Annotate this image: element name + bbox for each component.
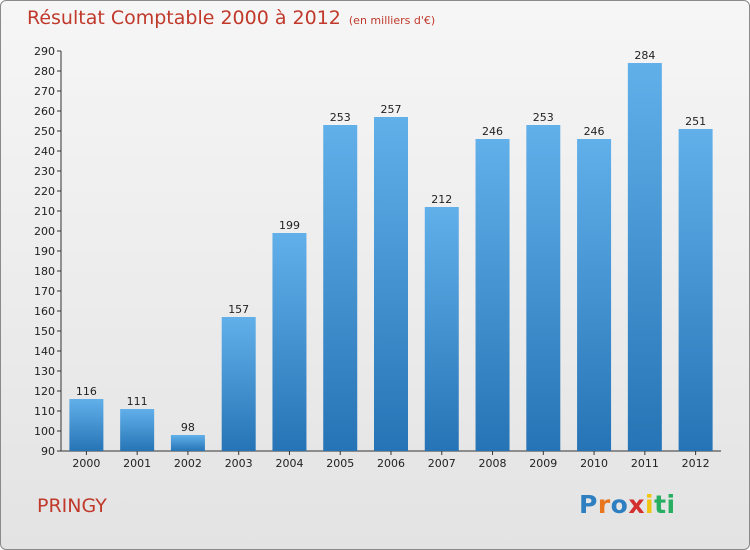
commune-name: PRINGY — [37, 495, 107, 517]
y-tick-label: 180 — [34, 265, 55, 278]
y-tick-label: 150 — [34, 325, 55, 338]
bar-2009 — [526, 125, 561, 451]
logo-letter: i — [645, 490, 655, 519]
bar-value-label: 253 — [533, 111, 554, 124]
bar-value-label: 212 — [431, 193, 452, 206]
chart-unit-text: (en milliers d'€) — [348, 14, 436, 27]
x-tick-label: 2004 — [275, 457, 303, 470]
bar-2007 — [424, 207, 459, 451]
bar-value-label: 199 — [279, 219, 300, 232]
y-tick-label: 130 — [34, 365, 55, 378]
x-tick-label: 2010 — [580, 457, 608, 470]
x-tick-label: 2005 — [326, 457, 354, 470]
bar-value-label: 157 — [228, 303, 249, 316]
bar-value-label: 246 — [482, 125, 503, 138]
y-tick-label: 170 — [34, 285, 55, 298]
y-tick-label: 190 — [34, 245, 55, 258]
logo-letter: o — [610, 490, 629, 519]
bar-2005 — [323, 125, 358, 451]
y-tick-label: 280 — [34, 65, 55, 78]
x-tick-label: 2011 — [631, 457, 659, 470]
logo-letter: x — [628, 490, 645, 519]
bar-2006 — [374, 117, 408, 451]
chart-title: Résultat Comptable 2000 à 2012 (en millie… — [27, 7, 435, 29]
bar-2010 — [577, 139, 612, 451]
x-tick-label: 2003 — [225, 457, 253, 470]
x-tick-label: 2000 — [72, 457, 100, 470]
x-tick-label: 2001 — [123, 457, 151, 470]
y-tick-label: 100 — [34, 425, 55, 438]
logo-letter: t — [654, 490, 667, 519]
y-tick-label: 140 — [34, 345, 55, 358]
y-tick-label: 270 — [34, 85, 55, 98]
x-axis: 2000 2001 2002 2003 2004 2005 2006 2007 2008 2009… — [61, 450, 721, 470]
bar-value-label: 284 — [634, 49, 655, 62]
y-axis: 90 100 110 120 130 140 150 160 170 180 190 200 210 22… — [34, 45, 62, 458]
proxiti-logo: Proxiti — [579, 490, 676, 519]
y-tick-label: 290 — [34, 45, 55, 58]
x-tick-label: 2007 — [428, 457, 456, 470]
bar-value-label: 98 — [181, 421, 195, 434]
x-tick-label: 2009 — [529, 457, 557, 470]
bar-value-label: 251 — [685, 115, 706, 128]
y-tick-label: 240 — [34, 145, 55, 158]
y-tick-label: 200 — [34, 225, 55, 238]
x-tick-label: 2008 — [479, 457, 507, 470]
y-tick-label: 120 — [34, 385, 55, 398]
bar-2004 — [272, 233, 307, 451]
y-tick-label: 230 — [34, 165, 55, 178]
bar-2003 — [221, 317, 256, 451]
logo-letter: P — [579, 490, 598, 519]
x-tick-label: 2002 — [174, 457, 202, 470]
y-tick-label: 90 — [41, 445, 55, 458]
y-tick-label: 160 — [34, 305, 55, 318]
y-tick-label: 110 — [34, 405, 55, 418]
bars-group: 116 111 98 157 199 253 257 212 246 253 246 284 251 — [69, 49, 713, 451]
bar-2011 — [627, 63, 662, 451]
y-tick-label: 220 — [34, 185, 55, 198]
bar-value-label: 257 — [381, 103, 402, 116]
y-tick-label: 210 — [34, 205, 55, 218]
bar-value-label: 111 — [127, 395, 148, 408]
y-tick-label: 250 — [34, 125, 55, 138]
chart-title-text: Résultat Comptable 2000 à 2012 — [27, 7, 341, 29]
bar-2000 — [69, 399, 104, 451]
bar-2002 — [170, 435, 205, 451]
bar-value-label: 246 — [584, 125, 605, 138]
bar-value-label: 253 — [330, 111, 351, 124]
bar-value-label: 116 — [76, 385, 97, 398]
logo-letter: i — [666, 490, 676, 519]
y-tick-label: 260 — [34, 105, 55, 118]
bar-2008 — [475, 139, 510, 451]
x-tick-label: 2006 — [377, 457, 405, 470]
bar-2001 — [120, 409, 155, 451]
logo-letter: r — [597, 490, 611, 519]
x-tick-label: 2012 — [682, 457, 710, 470]
bar-2012 — [678, 129, 713, 451]
